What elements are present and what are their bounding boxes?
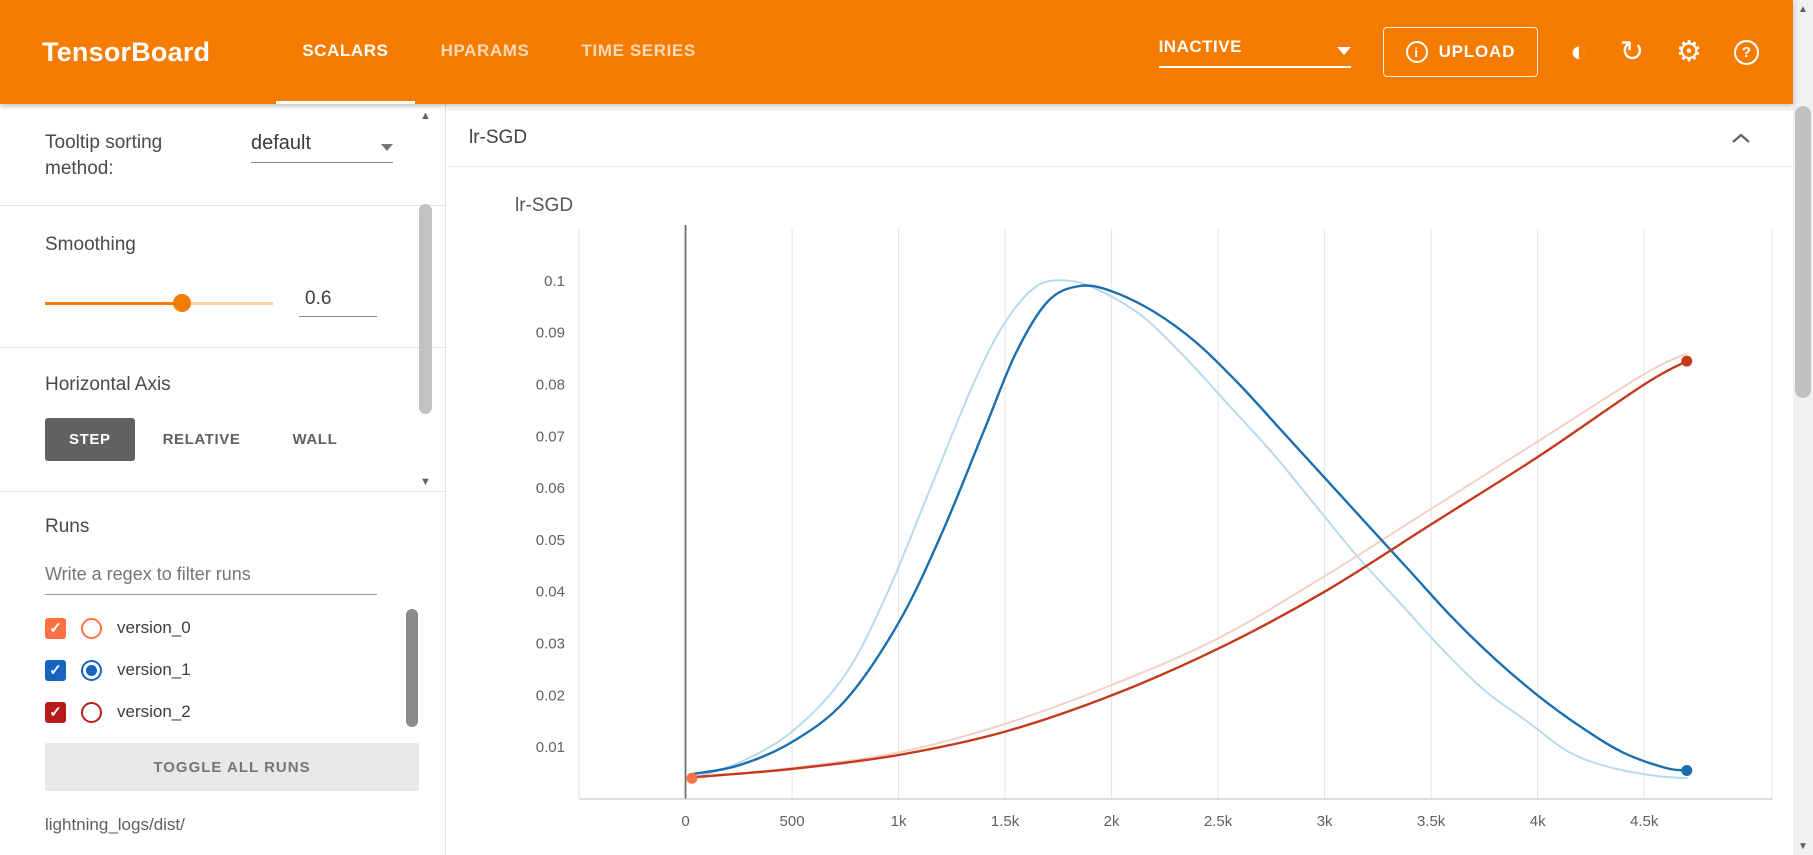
chevron-down-icon [381,144,393,151]
status-dropdown-value: INACTIVE [1158,36,1242,56]
sidebar: Tooltip sorting method: default Smoothin… [0,104,446,855]
run-checkbox[interactable]: ✓ [45,659,66,681]
svg-text:500: 500 [780,813,805,830]
tab-label: SCALARS [302,40,389,60]
main-content: lr-SGD lr-SGD 0 500 1k 1.5k 2k 2.5k 3k 3.5k 4k 4.5… [447,104,1793,855]
svg-text:4k: 4k [1530,813,1546,830]
run-radio[interactable] [81,701,102,723]
scroll-up-icon[interactable]: ▲ [1798,3,1808,15]
tab-label: HPARAMS [440,40,530,60]
contrast-icon[interactable]: ◐ [1570,35,1588,68]
status-dropdown[interactable]: INACTIVE [1158,36,1351,68]
svg-text:0: 0 [681,813,689,830]
tab-bar: SCALARS HPARAMS TIME SERIES [276,0,722,104]
svg-text:0.02: 0.02 [536,687,565,704]
card-header: lr-SGD [447,110,1793,167]
chart-area[interactable]: lr-SGD 0 500 1k 1.5k 2k 2.5k 3k 3.5k 4k 4.5k 0.01 0.… [447,167,1793,855]
check-icon: ✓ [49,661,62,679]
axis-wall-button[interactable]: WALL [268,418,361,461]
run-radio[interactable] [81,617,102,639]
svg-text:0.01: 0.01 [536,739,565,756]
check-icon: ✓ [49,619,62,637]
svg-text:0.07: 0.07 [536,428,565,445]
svg-text:1k: 1k [891,813,907,830]
scroll-down-icon[interactable]: ▼ [1798,840,1808,852]
sidebar-scrollbar-thumb[interactable] [419,204,432,414]
tab-label: TIME SERIES [581,40,696,60]
upload-button-label: UPLOAD [1438,42,1516,61]
svg-text:0.03: 0.03 [536,636,565,653]
axis-step-button[interactable]: STEP [45,418,135,462]
svg-text:0.05: 0.05 [536,532,565,549]
scroll-up-icon[interactable]: ▲ [420,110,431,122]
collapse-card-button[interactable] [1731,133,1751,144]
horizontal-axis-label: Horizontal Axis [45,374,171,396]
svg-text:0.04: 0.04 [536,584,565,601]
card-title: lr-SGD [469,127,528,148]
info-icon: i [1405,41,1428,63]
tab-time-series[interactable]: TIME SERIES [556,0,722,104]
run-row-version-2[interactable]: ✓ version_2 [45,691,393,733]
runs-filter-input[interactable] [45,564,377,596]
divider [0,205,445,207]
svg-text:0.09: 0.09 [536,325,565,342]
run-label: version_0 [117,618,191,638]
toggle-all-runs-button[interactable]: TOGGLE ALL RUNS [45,743,419,792]
header-actions: INACTIVE i UPLOAD ◐ ↻ ⚙ ? [1158,27,1759,77]
app-header: TensorBoard SCALARS HPARAMS TIME SERIES … [0,0,1793,104]
check-icon: ✓ [49,703,62,721]
run-list: ✓ version_0 ✓ version_1 ✓ version_2 [45,607,393,733]
smoothing-value-input[interactable]: 0.6 [299,288,377,318]
refresh-icon[interactable]: ↻ [1619,35,1644,68]
tab-hparams[interactable]: HPARAMS [415,0,556,104]
svg-text:0.06: 0.06 [536,480,565,497]
run-radio[interactable] [81,659,102,681]
runs-section: Runs ✓ version_0 ✓ version_1 ✓ version_2… [0,492,445,835]
tooltip-sorting-section: Tooltip sorting method: default [0,104,445,205]
settings-gear-icon[interactable]: ⚙ [1676,35,1702,68]
tab-scalars[interactable]: SCALARS [276,0,415,104]
tooltip-sorting-label: Tooltip sorting method: [45,132,163,179]
svg-text:1.5k: 1.5k [991,813,1020,830]
slider-thumb[interactable] [172,293,191,312]
svg-text:3.5k: 3.5k [1417,813,1446,830]
svg-text:2k: 2k [1104,813,1120,830]
axis-relative-button[interactable]: RELATIVE [139,418,265,461]
chevron-down-icon [1336,46,1351,55]
line-chart[interactable]: lr-SGD 0 500 1k 1.5k 2k 2.5k 3k 3.5k 4k 4.5k 0.01 0.… [463,167,1793,855]
run-checkbox[interactable]: ✓ [45,617,66,639]
smoothing-slider[interactable] [45,293,273,312]
scalar-card: lr-SGD lr-SGD 0 500 1k 1.5k 2k 2.5k 3k 3.5k 4k 4.5… [447,109,1793,855]
run-row-version-1[interactable]: ✓ version_1 [45,649,393,691]
app-logo: TensorBoard [42,36,211,67]
tooltip-sorting-value: default [251,132,312,154]
slider-fill [45,301,182,305]
svg-text:2.5k: 2.5k [1204,813,1233,830]
page-scrollbar-thumb[interactable] [1795,106,1811,398]
run-label: version_2 [117,702,191,722]
run-checkbox[interactable]: ✓ [45,701,66,723]
smoothing-label: Smoothing [45,234,136,256]
run-row-version-0[interactable]: ✓ version_0 [45,607,393,649]
smoothing-section: Smoothing 0.6 [0,206,445,347]
svg-text:0.08: 0.08 [536,376,565,393]
svg-text:lr-SGD: lr-SGD [515,195,573,216]
svg-text:4.5k: 4.5k [1630,813,1659,830]
run-label: version_1 [117,660,191,680]
help-icon[interactable]: ? [1734,39,1759,65]
svg-text:0.1: 0.1 [544,273,565,290]
chevron-up-icon [1732,133,1750,143]
page-scrollbar[interactable]: ▲ ▼ [1793,0,1813,855]
tooltip-sorting-dropdown[interactable]: default [251,132,393,163]
svg-text:3k: 3k [1317,813,1333,830]
divider [0,491,445,493]
runs-scrollbar-thumb[interactable] [406,609,418,727]
divider [0,347,445,349]
scroll-down-icon[interactable]: ▼ [420,476,431,488]
horizontal-axis-section: Horizontal Axis STEP RELATIVE WALL [0,348,445,491]
upload-button[interactable]: i UPLOAD [1382,27,1539,77]
runs-heading: Runs [45,516,90,538]
logdir-path: lightning_logs/dist/ [45,815,185,835]
radio-dot [86,664,97,676]
